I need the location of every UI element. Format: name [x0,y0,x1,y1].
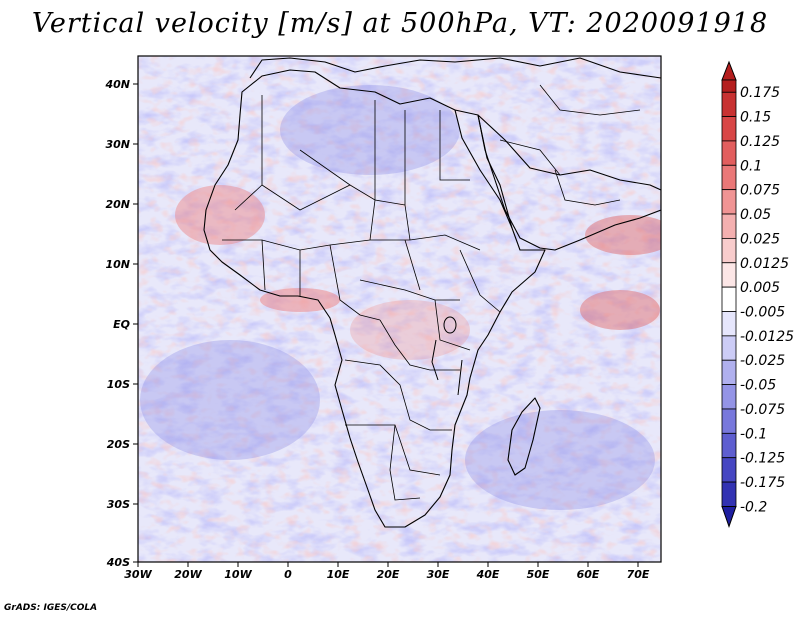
lon-tick-label: 20E [377,568,400,581]
colorbar-label: -0.2 [740,499,767,515]
lat-tick-label: 20S [107,438,130,451]
colorbar-band [721,164,737,191]
lon-tick-label: 70E [627,568,650,581]
map-frame [137,55,662,563]
lat-tick-label: EQ [113,318,130,331]
colorbar-band [721,79,737,93]
lon-tick-label: 50E [527,568,550,581]
colorbar-band [721,91,737,117]
ascent-region-sahel [175,185,265,245]
africa-coastline [203,69,546,528]
lon-tick-label: 10E [327,568,350,581]
lat-tick-label: 30S [107,498,130,511]
ascent-region-gulf-guinea [260,288,340,312]
colorbar-band [721,384,737,410]
colorbar-label: -0.1 [740,426,767,442]
colorbar-band [721,189,737,215]
lakes [431,316,463,396]
colorbar-band [721,481,737,507]
subsidence-region-sahara [280,85,460,175]
longitude-labels: 30W 20W 10W 0 10E 20E 30E 40E 50E 60E 70… [124,568,650,581]
colorbar-label: 0.0125 [740,256,789,272]
red-sea-coastline [454,109,513,229]
colorbar-band [721,311,737,337]
lon-tick-label: 40E [476,568,500,581]
colorbar-label: -0.025 [740,353,785,369]
colorbar-band [721,116,737,142]
lon-tick-label: 30W [124,568,152,581]
colorbar-label: 0.05 [740,207,771,223]
colorbar-label: -0.05 [740,378,776,394]
colorbar-band [721,335,737,361]
lat-tick-label: 10N [105,258,130,271]
subsidence-region-south-atlantic [140,340,320,460]
lat-tick-label: 40S [106,556,130,569]
colorbar-label: -0.005 [740,305,785,321]
lon-tick-label: 0 [284,568,292,581]
colorbar-label: -0.0125 [740,329,794,345]
colorbar-label: 0.005 [740,280,780,296]
lat-tick-label: 10S [107,378,130,391]
colorbar-label: -0.075 [740,402,785,418]
ascent-region-central-africa [350,300,470,360]
colorbar-min-arrow [721,505,737,528]
country-borders [222,84,641,501]
colorbar-label: 0.15 [740,110,771,126]
subsidence-region-south-indian [465,410,655,510]
colorbar-label: 0.1 [740,158,762,174]
colorbar-label: 0.025 [740,231,780,247]
colorbar-band [721,237,737,264]
colorbar-label: 0.175 [740,85,780,101]
colorbar: 0.175 0.15 0.125 0.1 0.075 0.05 0.025 0.0125 0.0… [721,60,794,528]
colorbar-band [721,457,737,483]
colorbar-band [721,432,737,459]
colorbar-band [721,140,737,166]
colorbar-band [721,359,737,386]
ascent-region-arabian-sea [585,215,661,255]
ascent-region-indian-ocean [580,290,660,330]
madagascar-coastline [507,397,541,476]
lon-tick-label: 30E [427,568,450,581]
lat-tick-label: 30N [105,138,130,151]
colorbar-label: -0.175 [740,475,785,491]
colorbar-label: 0.075 [740,183,780,199]
lon-tick-label: 10W [224,568,252,581]
colorbar-band [721,213,737,239]
lat-tick-label: 40N [104,78,130,91]
lat-tick-label: 20N [105,198,130,211]
footer-credit: GrADS: IGES/COLA [4,603,98,613]
map-title: Vertical velocity [m/s] at 500hPa, VT: 2… [31,8,769,39]
colorbar-max-arrow [721,60,737,81]
colorbar-band [721,262,737,288]
colorbar-band [721,408,737,434]
latitude-labels: 40N 30N 20N 10N EQ 10S 20S 30S 40S [104,78,130,569]
lon-tick-label: 20W [174,568,202,581]
lon-tick-label: 60E [577,568,600,581]
europe-coastline [249,57,661,79]
colorbar-label: 0.125 [740,134,780,150]
colorbar-label: -0.125 [740,451,785,467]
colorbar-band [721,286,737,312]
